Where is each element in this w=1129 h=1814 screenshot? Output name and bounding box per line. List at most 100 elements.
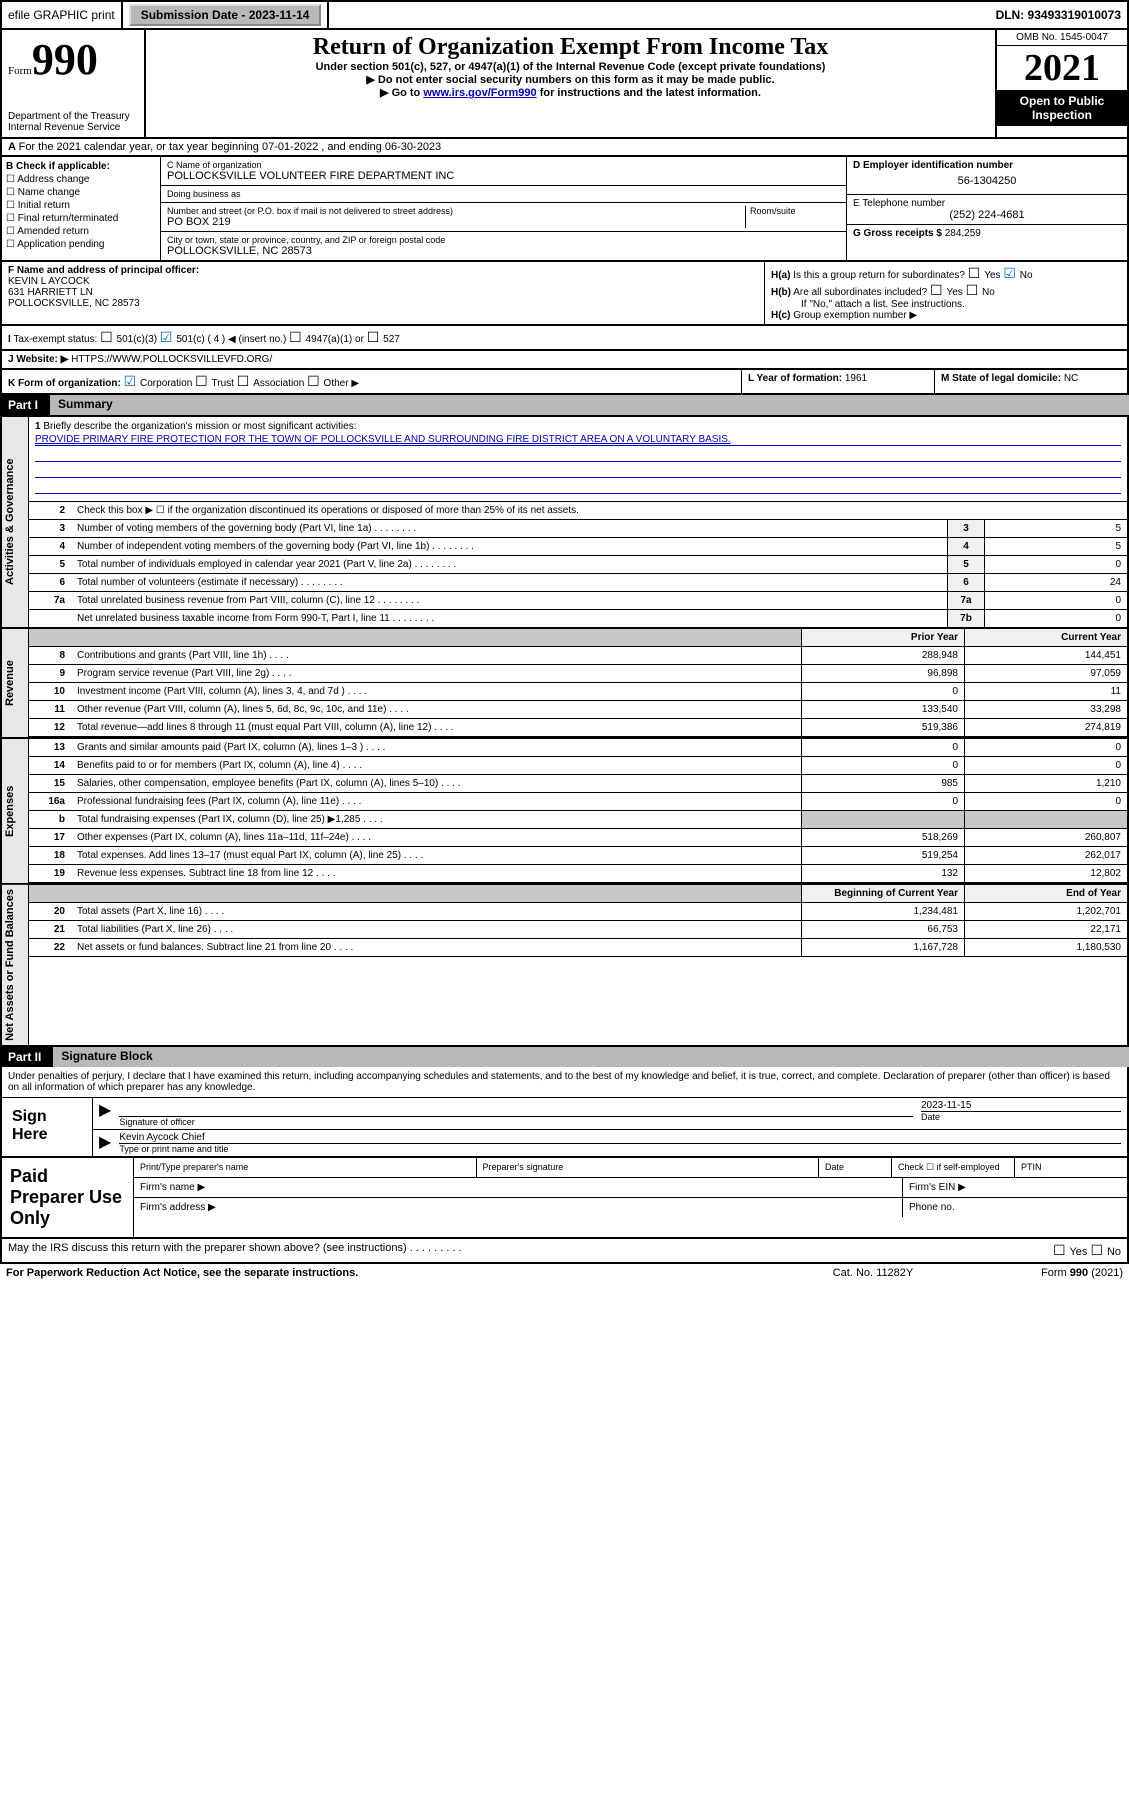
prior-val: 0 <box>801 793 964 810</box>
ein-column: D Employer identification number 56-1304… <box>847 157 1127 260</box>
prior-val: 0 <box>801 739 964 756</box>
irs-link[interactable]: www.irs.gov/Form990 <box>423 87 536 99</box>
omb-number: OMB No. 1545-0047 <box>997 30 1127 46</box>
prior-val: 1,167,728 <box>801 939 964 956</box>
current-val: 11 <box>964 683 1127 700</box>
submission-date-button[interactable]: Submission Date - 2023-11-14 <box>129 4 322 26</box>
sign-here-label: Sign Here <box>2 1098 92 1156</box>
row-num: 9 <box>29 665 71 682</box>
row-num: 10 <box>29 683 71 700</box>
org-info-column: C Name of organization POLLOCKSVILLE VOL… <box>161 157 847 260</box>
row-val: 24 <box>984 574 1127 591</box>
title-center: Return of Organization Exempt From Incom… <box>146 30 995 137</box>
side-governance: Activities & Governance <box>2 417 29 627</box>
check-527[interactable] <box>367 334 383 345</box>
sig-name: Kevin Aycock Chief <box>119 1132 1121 1144</box>
row-num: 12 <box>29 719 71 736</box>
declaration-text: Under penalties of perjury, I declare th… <box>2 1067 1127 1098</box>
current-val: 262,017 <box>964 847 1127 864</box>
prep-sig-label: Preparer's signature <box>477 1158 820 1177</box>
row-val: 0 <box>984 610 1127 627</box>
tax-status-label: Tax-exempt status: <box>13 334 97 345</box>
sig-arrow-icon: ▶ <box>99 1100 119 1127</box>
check-501c3[interactable] <box>100 334 116 345</box>
row-val: 5 <box>984 538 1127 555</box>
check-corp[interactable] <box>124 378 140 389</box>
row-text: Investment income (Part VIII, column (A)… <box>71 683 801 700</box>
main-title: Return of Organization Exempt From Incom… <box>154 34 987 61</box>
row-text: Total expenses. Add lines 13–17 (must eq… <box>71 847 801 864</box>
check-address[interactable]: Address change <box>6 174 156 185</box>
check-name[interactable]: Name change <box>6 187 156 198</box>
row-text: Other revenue (Part VIII, column (A), li… <box>71 701 801 718</box>
row-box: 7b <box>947 610 984 627</box>
row-val: 5 <box>984 520 1127 537</box>
ha-text: Is this a group return for subordinates? <box>793 270 965 281</box>
current-val: 33,298 <box>964 701 1127 718</box>
row-num: 14 <box>29 757 71 774</box>
sig-arrow2-icon: ▶ <box>99 1132 119 1154</box>
hb-note: If "No," attach a list. See instructions… <box>771 299 1121 310</box>
row-num: 11 <box>29 701 71 718</box>
hc-text: Group exemption number ▶ <box>793 310 917 321</box>
current-val: 0 <box>964 739 1127 756</box>
m-value: NC <box>1064 373 1078 384</box>
part1-label: Part I <box>8 398 50 412</box>
check-other[interactable] <box>307 378 323 389</box>
row-text: Net unrelated business taxable income fr… <box>71 610 947 627</box>
hb-yes[interactable] <box>930 287 946 298</box>
l-label: L Year of formation: <box>748 373 842 384</box>
dba-label: Doing business as <box>167 189 840 199</box>
city-value: POLLOCKSVILLE, NC 28573 <box>167 245 840 257</box>
ein-label: D Employer identification number <box>853 160 1121 171</box>
prior-header: Prior Year <box>801 629 964 646</box>
row-text: Professional fundraising fees (Part IX, … <box>71 793 801 810</box>
l-value: 1961 <box>845 373 867 384</box>
side-revenue: Revenue <box>2 629 29 737</box>
check-501c[interactable] <box>160 334 176 345</box>
tax-status-row: I Tax-exempt status: 501(c)(3) 501(c) ( … <box>0 326 1129 351</box>
org-name: POLLOCKSVILLE VOLUNTEER FIRE DEPARTMENT … <box>167 170 840 182</box>
prep-check-label: Check ☐ if self-employed <box>892 1158 1015 1177</box>
hb-no[interactable] <box>966 287 982 298</box>
row-text: Program service revenue (Part VIII, line… <box>71 665 801 682</box>
prior-val: 288,948 <box>801 647 964 664</box>
discuss-row: May the IRS discuss this return with the… <box>0 1239 1129 1264</box>
row-box: 3 <box>947 520 984 537</box>
officer-label: F Name and address of principal officer: <box>8 265 758 276</box>
k-label: K Form of organization: <box>8 378 121 389</box>
discuss-yes[interactable] <box>1053 1246 1069 1258</box>
check-4947[interactable] <box>289 334 305 345</box>
discuss-text: May the IRS discuss this return with the… <box>8 1242 1053 1259</box>
prior-val: 0 <box>801 757 964 774</box>
prior-val: 132 <box>801 865 964 882</box>
summary-governance: Activities & Governance 1 Briefly descri… <box>0 415 1129 629</box>
check-pending[interactable]: Application pending <box>6 239 156 250</box>
prior-val: 0 <box>801 683 964 700</box>
check-initial[interactable]: Initial return <box>6 200 156 211</box>
row-num: 3 <box>29 520 71 537</box>
checkbox-column: B Check if applicable: Address change Na… <box>2 157 161 260</box>
prior-val: 96,898 <box>801 665 964 682</box>
irs-label: Internal Revenue Service <box>8 122 138 133</box>
discuss-no[interactable] <box>1090 1246 1106 1258</box>
instr2-pre: Go to <box>392 87 424 99</box>
row-num: 17 <box>29 829 71 846</box>
check-trust[interactable] <box>195 378 211 389</box>
prior-val: 519,254 <box>801 847 964 864</box>
check-assoc[interactable] <box>237 378 253 389</box>
row-num <box>29 610 71 627</box>
row-text: Net assets or fund balances. Subtract li… <box>71 939 801 956</box>
row-box: 4 <box>947 538 984 555</box>
row-text: Benefits paid to or for members (Part IX… <box>71 757 801 774</box>
sig-date: 2023-11-15 <box>921 1100 1121 1111</box>
row-text: Total liabilities (Part X, line 26) . . … <box>71 921 801 938</box>
sig-officer-label: Signature of officer <box>119 1117 913 1127</box>
check-amended[interactable]: Amended return <box>6 226 156 237</box>
officer-row: F Name and address of principal officer:… <box>0 262 1129 326</box>
ha-yes[interactable] <box>968 270 984 281</box>
check-final[interactable]: Final return/terminated <box>6 213 156 224</box>
city-label: City or town, state or province, country… <box>167 235 840 245</box>
ha-no[interactable] <box>1003 270 1019 281</box>
paperwork-notice: For Paperwork Reduction Act Notice, see … <box>6 1267 773 1279</box>
